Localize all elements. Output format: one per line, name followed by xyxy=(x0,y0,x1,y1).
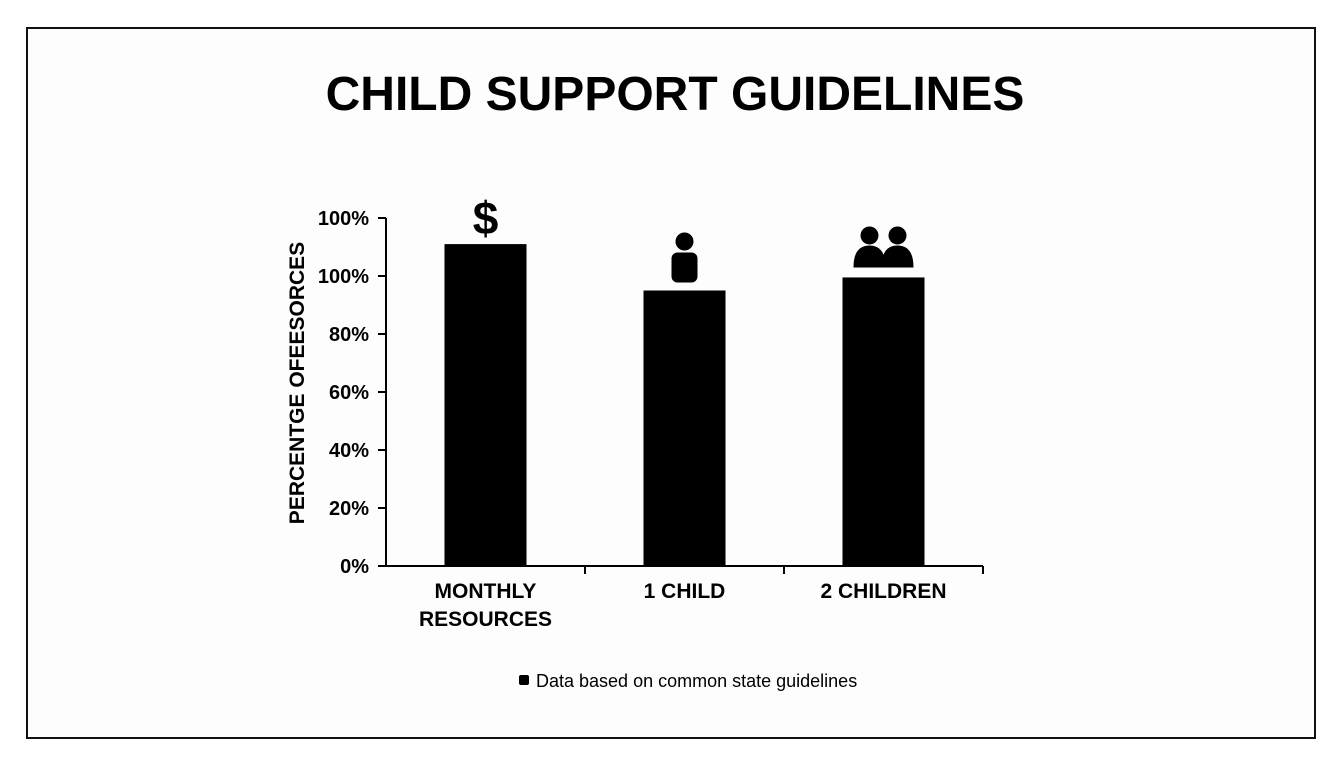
category-labels: MONTHLY RESOURCES 1 CHILD 2 CHILDREN xyxy=(419,580,947,631)
note-text: Data based on common state guidelines xyxy=(536,671,857,691)
bar xyxy=(643,290,726,566)
two-people-icon xyxy=(853,226,914,268)
y-tick-label: 60% xyxy=(329,382,369,404)
x-axis xyxy=(386,565,984,574)
bars xyxy=(444,244,925,566)
square-bullet-icon xyxy=(519,675,529,685)
y-axis: 0% 20% 40% 60% 80% 100% 100% xyxy=(318,208,387,578)
dollar-icon: $ xyxy=(473,192,499,244)
y-tick-label: 40% xyxy=(329,440,369,462)
y-tick-label: 100% xyxy=(318,266,369,288)
bar xyxy=(444,244,527,566)
y-tick-label: 80% xyxy=(329,324,369,346)
y-axis-label: PERCENTGE OFEESORCES xyxy=(286,242,309,524)
y-tick-label: 20% xyxy=(329,498,369,520)
x-tick-label: RESOURCES xyxy=(419,608,552,631)
bar-icons: $ xyxy=(473,192,914,283)
person-icon xyxy=(671,232,698,283)
chart-title: CHILD SUPPORT GUIDELINES xyxy=(326,68,1025,121)
y-tick-label: 0% xyxy=(340,556,369,578)
x-tick-label: MONTHLY xyxy=(435,580,537,603)
data-note: Data based on common state guidelines xyxy=(519,671,857,691)
x-tick-label: 1 CHILD xyxy=(644,580,726,603)
bar xyxy=(842,277,925,566)
x-tick-label: 2 CHILDREN xyxy=(820,580,946,603)
y-tick-label: 100% xyxy=(318,208,369,230)
